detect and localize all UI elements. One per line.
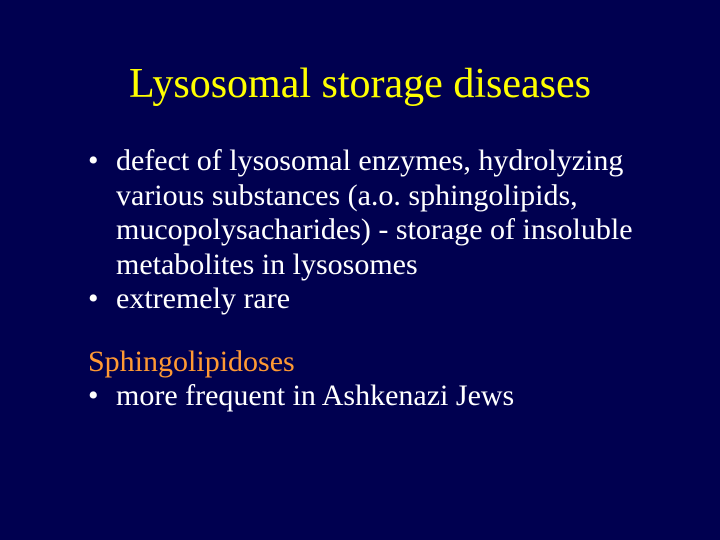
subheading: Sphingolipidoses (88, 345, 660, 380)
bullet-list-bottom: more frequent in Ashkenazi Jews (60, 379, 660, 414)
list-item: more frequent in Ashkenazi Jews (88, 379, 660, 414)
list-item: defect of lysosomal enzymes, hydrolyzing… (88, 144, 660, 282)
slide-title: Lysosomal storage diseases (60, 60, 660, 108)
slide-body: defect of lysosomal enzymes, hydrolyzing… (60, 144, 660, 414)
bullet-list-top: defect of lysosomal enzymes, hydrolyzing… (60, 144, 660, 317)
list-item: extremely rare (88, 282, 660, 317)
slide: Lysosomal storage diseases defect of lys… (0, 0, 720, 540)
